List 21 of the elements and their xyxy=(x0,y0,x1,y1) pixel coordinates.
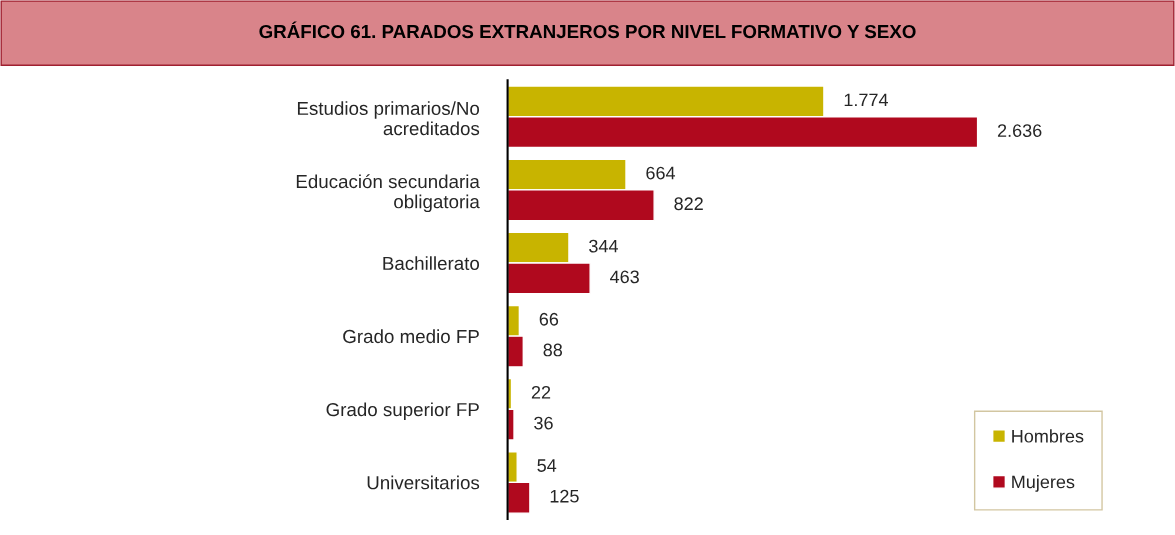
legend-label: Mujeres xyxy=(1012,475,1075,492)
data-label: 36 xyxy=(534,416,553,430)
data-label: 54 xyxy=(537,459,557,472)
data-label: 88 xyxy=(543,343,563,357)
data-label: 1.774 xyxy=(844,93,888,107)
chart-title: GRÁFICO 61. PARADOS EXTRANJEROS POR NIVEL FORMATIVO Y SEXO xyxy=(259,21,916,39)
data-label: 822 xyxy=(674,197,703,211)
data-label: 22 xyxy=(531,385,551,399)
legend-label: Hombres xyxy=(1012,429,1084,443)
data-label: 463 xyxy=(610,270,639,284)
y-tick-label: Bachillerato xyxy=(383,256,480,271)
data-label: 2.636 xyxy=(997,124,1042,138)
y-tick-label: Grado superior FP xyxy=(326,402,479,420)
y-tick-label: Educación secundaria obligatoria xyxy=(296,174,480,213)
data-label: 344 xyxy=(589,239,618,253)
y-tick-label: Grado medio FP xyxy=(343,329,479,344)
y-tick-label: Universitarios xyxy=(367,475,480,490)
data-label: 66 xyxy=(539,312,559,326)
data-label: 664 xyxy=(646,166,676,180)
y-tick-label: Estudios primarios/No acreditados xyxy=(297,101,480,136)
data-label: 125 xyxy=(550,489,579,503)
